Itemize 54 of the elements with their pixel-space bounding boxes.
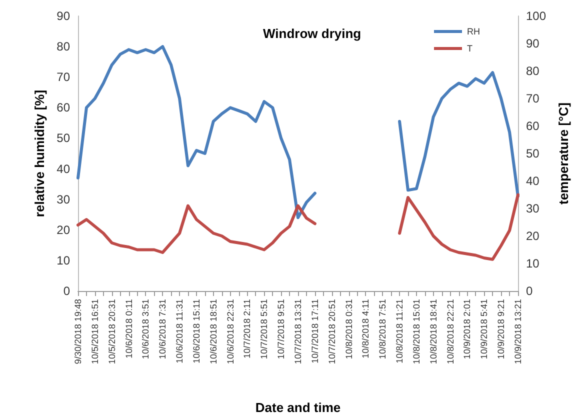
x-tick-label: 10/7/2018 17:11 — [310, 299, 320, 364]
y2-tick-label: 80 — [526, 64, 540, 78]
x-tick-label: 10/8/2018 7:51 — [378, 299, 388, 360]
x-tick-label: 10/8/2018 18:41 — [428, 299, 438, 364]
y-axis-title: relative humidity [%] — [32, 90, 47, 218]
x-tick-label: 10/6/2018 11:31 — [174, 299, 185, 364]
x-tick-label: 10/6/2018 3:51 — [140, 299, 151, 360]
y2-tick-label: 60 — [526, 119, 540, 133]
y-tick-label: 80 — [56, 40, 70, 54]
x-tick-label: 10/8/2018 11:21 — [394, 299, 405, 364]
y2-tick-label: 100 — [526, 9, 546, 23]
y-tick-label: 90 — [56, 9, 70, 23]
y2-tick-label: 20 — [526, 229, 540, 243]
y-tick-label: 20 — [56, 222, 70, 237]
x-tick-label: 10/6/2018 15:11 — [191, 299, 202, 364]
y2-tick-label: 90 — [526, 36, 540, 50]
y2-tick-label: 40 — [526, 174, 540, 188]
y-tick-label: 50 — [56, 131, 70, 146]
y2-tick-label: 30 — [526, 202, 540, 216]
x-tick-label: 10/9/2018 13:21 — [513, 299, 523, 364]
y2-tick-label: 0 — [526, 284, 533, 298]
x-tick-label: 10/8/2018 4:11 — [360, 299, 371, 358]
x-tick-label: 10/9/2018 5:41 — [479, 299, 490, 360]
y-tick-label: 0 — [63, 284, 70, 298]
x-tick-label: 10/9/2018 9:21 — [496, 299, 506, 360]
x-axis-title: Date and time — [255, 400, 341, 415]
x-tick-label: 10/5/2018 20:31 — [106, 299, 117, 364]
legend-label: RH — [467, 26, 480, 36]
x-tick-label: 10/6/2018 7:31 — [158, 299, 168, 360]
x-tick-label: 10/7/2018 2:11 — [242, 299, 252, 358]
y2-tick-label: 10 — [526, 256, 540, 270]
y-tick-label: 10 — [56, 253, 70, 268]
x-tick-label: 10/7/2018 20:51 — [326, 299, 337, 364]
x-tick-label: 10/7/2018 13:31 — [293, 299, 303, 364]
x-tick-label: 10/9/2018 2:01 — [462, 299, 472, 360]
x-tick-label: 9/30/2018 19:48 — [73, 299, 83, 364]
x-tick-label: 10/6/2018 22:31 — [225, 299, 236, 364]
y2-tick-label: 70 — [526, 92, 540, 106]
x-tick-label: 10/7/2018 5:51 — [259, 299, 270, 360]
y-tick-label: 60 — [56, 100, 70, 115]
text: Windrow drying — [263, 26, 362, 41]
y2-axis-title: temperature [°C] — [556, 102, 571, 204]
x-tick-label: 10/8/2018 15:01 — [411, 299, 422, 364]
x-tick-label: 10/6/2018 0:11 — [124, 299, 134, 358]
legend-label: T — [467, 44, 473, 54]
x-tick-label: 10/7/2018 9:51 — [276, 299, 286, 360]
x-tick-label: 10/8/2018 0:31 — [344, 299, 354, 360]
y-tick-label: 70 — [56, 70, 70, 84]
x-tick-label: 10/8/2018 22:21 — [445, 299, 456, 364]
x-tick-label: 10/6/2018 18:51 — [208, 299, 218, 364]
x-tick-label: 10/5/2018 16:51 — [90, 299, 100, 364]
y-tick-label: 40 — [56, 162, 70, 176]
y2-tick-label: 50 — [526, 146, 540, 160]
y-tick-label: 30 — [56, 192, 70, 206]
